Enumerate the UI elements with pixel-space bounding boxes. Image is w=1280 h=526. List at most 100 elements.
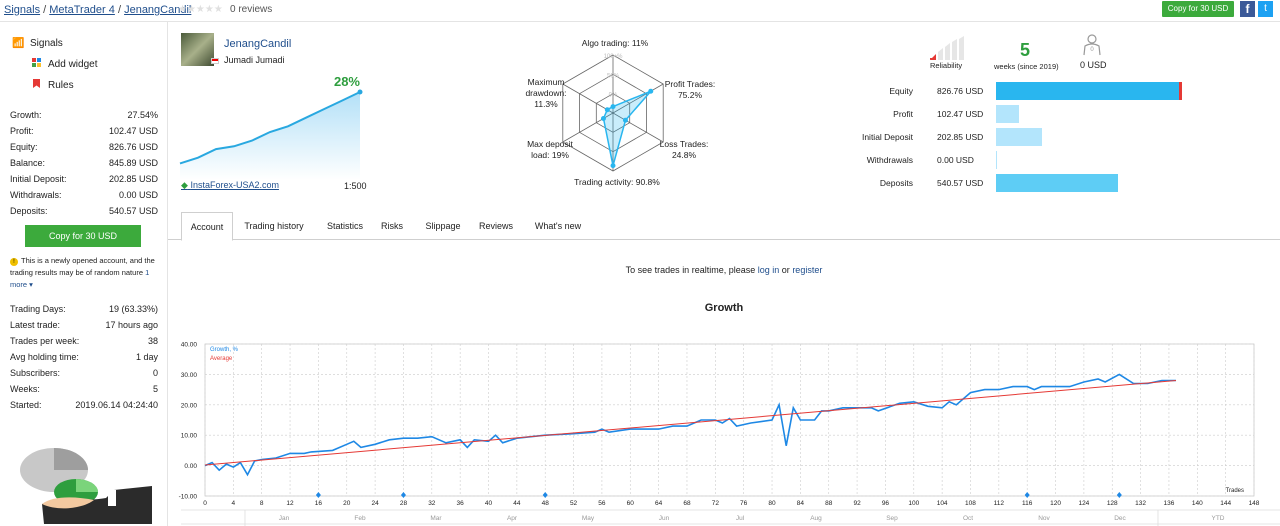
stat-value: 38 <box>147 336 158 346</box>
reliability-label: Reliability <box>930 61 963 70</box>
copy-button-top[interactable]: Copy for 30 USD <box>1162 1 1234 17</box>
radar-point <box>610 104 616 110</box>
stat-value: 5 <box>152 384 158 394</box>
trader-name[interactable]: JenangCandil <box>224 38 292 50</box>
x-tick-label: 56 <box>598 500 606 507</box>
month-label: Oct <box>963 515 973 522</box>
x-tick-label: 28 <box>400 500 408 507</box>
stat-row: Trading Days: 19 (63.33%) <box>10 304 158 314</box>
trader-user: Jumadi Jumadi <box>224 55 285 65</box>
series-line-average <box>204 380 1177 466</box>
tab-reviews[interactable]: Reviews <box>478 221 513 231</box>
breadcrumb-signals[interactable]: Signals <box>4 4 41 16</box>
shield-icon: ◆ <box>181 180 188 190</box>
tab-trading-history[interactable]: Trading history <box>244 221 304 231</box>
reviews-count: 0 reviews <box>230 4 273 15</box>
subscribers-icon: 0 <box>1083 34 1101 56</box>
growth-chart-title: Growth <box>704 302 744 314</box>
x-tick-label: 64 <box>655 500 663 507</box>
y-tick-label: 0.00 <box>184 463 197 470</box>
stat-label: Withdrawals: <box>10 190 62 200</box>
radar-label-profit: 75.2% <box>678 90 703 100</box>
radar-label-load: load: 19% <box>531 150 569 160</box>
realtime-text: To see trades in realtime, please <box>625 265 756 275</box>
x-axis-label: Trades <box>1226 488 1244 494</box>
x-tick-label: 32 <box>428 500 436 507</box>
stat-value: 0 <box>152 368 158 378</box>
x-tick-label: 48 <box>542 500 550 507</box>
tab-what-s-new[interactable]: What's new <box>534 221 582 231</box>
legend-entry: Growth, % <box>210 347 239 353</box>
tab-account[interactable]: Account <box>181 212 233 241</box>
stat-label: Latest trade: <box>10 320 61 330</box>
y-tick-label: -10.00 <box>179 494 198 501</box>
bookmark-icon <box>30 79 42 91</box>
bar-fill <box>996 151 997 169</box>
twitter-icon[interactable]: t <box>1258 1 1273 17</box>
x-tick-label: 16 <box>315 500 323 507</box>
tab-risks[interactable]: Risks <box>381 221 403 231</box>
radar-point <box>610 163 616 169</box>
sidebar-item-rules[interactable]: Rules <box>30 79 74 91</box>
radar-point <box>600 116 606 122</box>
x-tick-label: 136 <box>1164 500 1175 507</box>
radar-point <box>648 88 654 94</box>
stat-value: 202.85 USD <box>108 174 158 184</box>
avatar[interactable] <box>181 33 214 66</box>
plot-area <box>204 343 1255 497</box>
radar-label-drawdown: Maximum <box>528 77 565 87</box>
month-label: Aug <box>810 515 822 522</box>
new-account-note: ! This is a newly opened account, and the… <box>10 255 160 291</box>
breadcrumb-platform[interactable]: MetaTrader 4 <box>49 4 115 16</box>
month-label: Jan <box>279 515 290 522</box>
month-label: Jun <box>659 515 670 522</box>
sidebar-item-signals[interactable]: 📶 Signals <box>12 38 63 49</box>
more-link[interactable]: 1 more <box>10 268 150 289</box>
x-tick-label: 12 <box>286 500 294 507</box>
bar-label: Withdrawals <box>866 155 913 165</box>
note-text: This is a newly opened account, and the … <box>10 256 155 277</box>
login-link[interactable]: log in <box>757 265 780 275</box>
stat-value: 2019.06.14 04:24:40 <box>75 400 158 410</box>
rating-stars[interactable]: ★★★★★ <box>178 4 223 15</box>
stat-row: Profit: 102.47 USD <box>10 126 158 136</box>
stat-row: Deposits: 540.57 USD <box>10 206 158 216</box>
x-tick-label: 20 <box>343 500 351 507</box>
bar-fill <box>996 82 1182 100</box>
stat-value: 0.00 USD <box>118 190 158 200</box>
stat-label: Started: <box>10 400 42 410</box>
stat-label: Balance: <box>10 158 46 168</box>
month-label: May <box>582 515 595 522</box>
copy-button-sidebar[interactable]: Copy for 30 USD <box>25 225 141 247</box>
antenna-icon: 📶 <box>12 38 25 49</box>
month-label: YTD <box>1212 515 1225 522</box>
x-tick-label: 96 <box>882 500 890 507</box>
register-link[interactable]: register <box>792 265 823 275</box>
sidebar-item-add-widget[interactable]: Add widget <box>30 58 97 70</box>
radar-shape <box>602 90 652 166</box>
bar-value: 826.76 USD <box>937 86 984 96</box>
radar-label-loss: Loss Trades: <box>660 139 709 149</box>
x-tick-label: 108 <box>965 500 976 507</box>
stat-value: 27.54% <box>127 110 158 120</box>
tab-slippage[interactable]: Slippage <box>425 221 461 231</box>
tab-statistics[interactable]: Statistics <box>326 221 363 231</box>
reliability-icon <box>930 36 964 60</box>
facebook-icon[interactable]: f <box>1240 1 1255 17</box>
x-tick-label: 60 <box>627 500 635 507</box>
broker-link[interactable]: ◆ InstaForex-USA2.com <box>181 180 279 191</box>
deposit-marker <box>315 492 321 498</box>
stat-value: 102.47 USD <box>108 126 158 136</box>
y-tick-label: 40.00 <box>181 342 198 349</box>
x-tick-label: 80 <box>768 500 776 507</box>
breadcrumb-trader[interactable]: JenangCandil <box>124 4 192 16</box>
deposit-marker <box>400 492 406 498</box>
radar-label-loss: 24.8% <box>672 150 697 160</box>
radar-ring-label: 100+% <box>604 54 624 60</box>
hand-chart-illustration <box>20 448 152 524</box>
stat-value: 826.76 USD <box>108 142 158 152</box>
stat-row: Initial Deposit: 202.85 USD <box>10 174 158 184</box>
radar-ring-label: 0% <box>609 93 618 99</box>
radar-point <box>604 107 610 113</box>
realtime-or: or <box>781 265 790 275</box>
